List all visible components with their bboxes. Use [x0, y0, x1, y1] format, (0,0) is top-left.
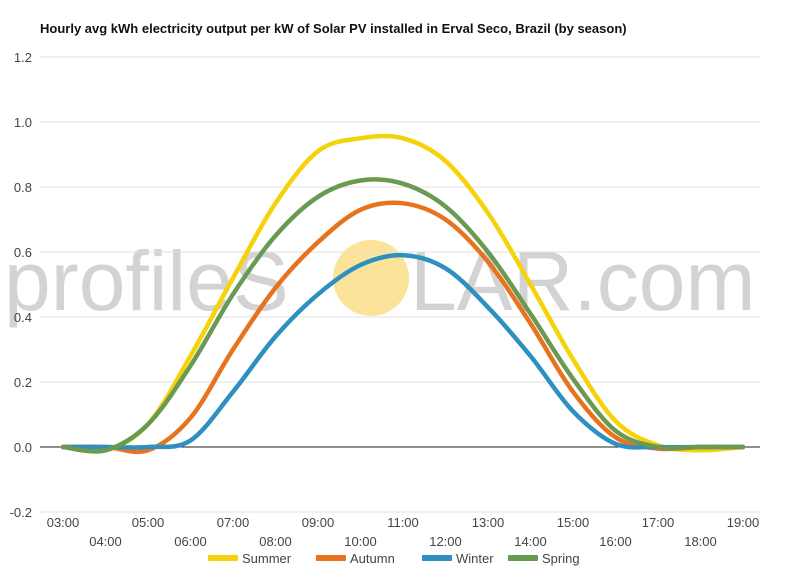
- x-tick-label: 04:00: [89, 534, 122, 549]
- y-tick-label: 0.2: [14, 375, 32, 390]
- x-tick-label: 18:00: [684, 534, 717, 549]
- y-axis-ticks: -0.2 0.0 0.2 0.4 0.6 0.8 1.0 1.2: [10, 50, 32, 520]
- y-tick-label: 0.6: [14, 245, 32, 260]
- x-tick-label: 06:00: [174, 534, 207, 549]
- x-tick-label: 14:00: [514, 534, 547, 549]
- x-tick-label: 08:00: [259, 534, 292, 549]
- legend-label-autumn: Autumn: [350, 551, 395, 566]
- watermark-text-right: LAR.com: [410, 234, 755, 328]
- legend-label-summer: Summer: [242, 551, 292, 566]
- y-tick-label: 1.2: [14, 50, 32, 65]
- series-lines: [60, 133, 746, 455]
- x-tick-label: 11:00: [387, 515, 419, 530]
- series-line-spring: [60, 177, 746, 454]
- watermark-text-left: profileS: [4, 234, 289, 328]
- y-tick-label: 1.0: [14, 115, 32, 130]
- x-tick-label: 17:00: [642, 515, 675, 530]
- y-tick-label: 0.8: [14, 180, 32, 195]
- watermark: profileS LAR.com: [4, 234, 755, 328]
- legend-swatch-winter: [422, 555, 452, 561]
- x-axis-ticks: 03:00 04:00 05:00 06:00 07:00 08:00 09:00 10:00…: [47, 515, 760, 549]
- legend-label-spring: Spring: [542, 551, 580, 566]
- x-tick-label: 15:00: [557, 515, 590, 530]
- x-tick-label: 10:00: [344, 534, 377, 549]
- legend-swatch-spring: [508, 555, 538, 561]
- y-tick-label: 0.4: [14, 310, 32, 325]
- x-tick-label: 05:00: [132, 515, 165, 530]
- legend-swatch-autumn: [316, 555, 346, 561]
- series-line-winter: [60, 252, 746, 450]
- y-tick-label: -0.2: [10, 505, 32, 520]
- legend-label-winter: Winter: [456, 551, 494, 566]
- x-tick-label: 16:00: [599, 534, 632, 549]
- x-tick-label: 12:00: [429, 534, 462, 549]
- x-tick-label: 07:00: [217, 515, 250, 530]
- y-tick-label: 0.0: [14, 440, 32, 455]
- legend: Summer Autumn Winter Spring: [208, 551, 580, 566]
- x-tick-label: 13:00: [472, 515, 505, 530]
- watermark-sun-icon: [333, 240, 409, 316]
- series-line-autumn: [60, 200, 746, 455]
- series-line-summer: [60, 133, 746, 454]
- x-tick-label: 03:00: [47, 515, 80, 530]
- chart-title: Hourly avg kWh electricity output per kW…: [40, 21, 627, 36]
- x-tick-label: 19:00: [727, 515, 760, 530]
- x-tick-label: 09:00: [302, 515, 335, 530]
- legend-swatch-summer: [208, 555, 238, 561]
